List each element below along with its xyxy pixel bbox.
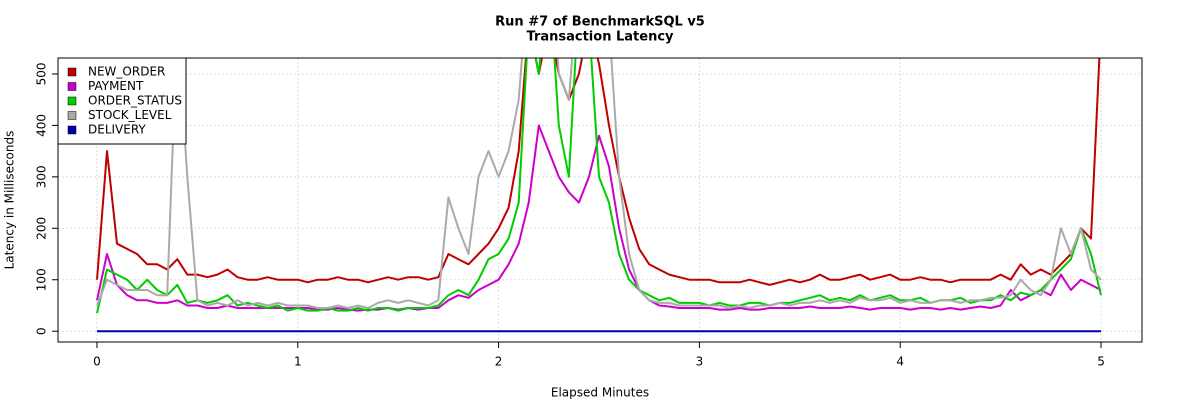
legend-label: STOCK_LEVEL [88, 108, 172, 122]
legend-swatch [67, 125, 77, 135]
legend-label: PAYMENT [88, 79, 144, 93]
series-line [96, 58, 1102, 314]
x-tick-label: 1 [294, 355, 302, 369]
y-axis-label: Latency in Milliseconds [3, 131, 17, 270]
x-tick-label: 4 [896, 355, 904, 369]
x-tick-label: 3 [696, 355, 704, 369]
plot-frame [57, 57, 1143, 343]
y-tick-label: 0 [35, 327, 49, 335]
legend-swatch [67, 82, 77, 91]
series-line [96, 58, 1102, 309]
y-tick-label: 300 [35, 165, 49, 188]
legend: NEW_ORDERPAYMENTORDER_STATUSSTOCK_LEVELD… [57, 57, 187, 145]
legend-swatch [67, 96, 77, 106]
y-tick-label: 200 [35, 217, 49, 240]
chart-title: Run #7 of BenchmarkSQL v5 [495, 15, 705, 30]
plot-area [96, 58, 1102, 333]
legend-label: DELIVERY [88, 123, 146, 137]
series-line [96, 58, 1101, 286]
legend-label: NEW_ORDER [88, 65, 165, 79]
legend-swatch [67, 111, 77, 120]
legend-label: ORDER_STATUS [88, 94, 182, 108]
x-tick-label: 2 [495, 355, 503, 369]
x-axis-label: Elapsed Minutes [551, 386, 649, 400]
y-tick-label: 400 [35, 114, 49, 137]
legend-swatch [67, 67, 77, 77]
y-tick-label: 500 [35, 62, 49, 85]
chart-subtitle: Transaction Latency [527, 30, 675, 45]
legend-box [57, 57, 187, 145]
x-tick-label: 0 [93, 355, 101, 369]
y-tick-label: 100 [35, 268, 49, 291]
x-tick-label: 5 [1097, 355, 1105, 369]
